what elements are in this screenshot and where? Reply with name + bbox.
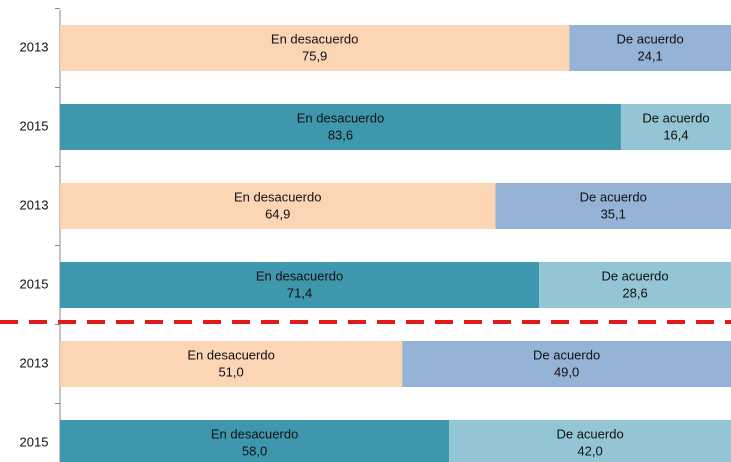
value-label: 16,4 bbox=[663, 127, 688, 142]
value-label: 58,0 bbox=[242, 443, 267, 458]
segment-name: De acuerdo bbox=[617, 31, 684, 46]
bar-segment bbox=[60, 262, 540, 308]
segment-name: De acuerdo bbox=[642, 110, 709, 125]
value-label: 75,9 bbox=[302, 48, 327, 63]
value-label: 51,0 bbox=[218, 364, 243, 379]
y-tick-label: 2013 bbox=[20, 355, 49, 370]
segment-name: En desacuerdo bbox=[211, 426, 298, 441]
segment-name: De acuerdo bbox=[556, 426, 623, 441]
y-tick-label: 2015 bbox=[20, 118, 49, 133]
y-tick-label: 2015 bbox=[20, 434, 49, 449]
segment-name: De acuerdo bbox=[533, 347, 600, 362]
segment-name: En desacuerdo bbox=[271, 31, 358, 46]
segment-name: De acuerdo bbox=[601, 268, 668, 283]
bars: 2013 En desacuerdo 75,9 De acuerdo 24,1 2015 E… bbox=[20, 8, 731, 462]
value-label: 83,6 bbox=[328, 127, 353, 142]
value-label: 42,0 bbox=[577, 443, 602, 458]
bar-segment bbox=[539, 262, 731, 308]
bar-segment bbox=[60, 104, 621, 150]
bar-segment bbox=[402, 341, 731, 387]
bar-segment bbox=[495, 183, 731, 229]
value-label: 49,0 bbox=[554, 364, 579, 379]
y-tick-label: 2015 bbox=[20, 276, 49, 291]
bar-segment bbox=[60, 25, 570, 71]
bar-segment bbox=[620, 104, 731, 150]
segment-name: De acuerdo bbox=[580, 189, 647, 204]
segment-name: En desacuerdo bbox=[297, 110, 384, 125]
y-tick-label: 2013 bbox=[20, 39, 49, 54]
bar-segment bbox=[60, 341, 403, 387]
value-label: 24,1 bbox=[637, 48, 662, 63]
bar-segment bbox=[449, 420, 731, 462]
segment-name: En desacuerdo bbox=[256, 268, 343, 283]
value-label: 28,6 bbox=[622, 285, 647, 300]
bar-segment bbox=[60, 420, 450, 462]
bar-segment bbox=[569, 25, 731, 71]
value-label: 35,1 bbox=[601, 206, 626, 221]
segment-name: En desacuerdo bbox=[187, 347, 274, 362]
value-label: 64,9 bbox=[265, 206, 290, 221]
segment-name: En desacuerdo bbox=[234, 189, 321, 204]
bar-segment bbox=[60, 183, 496, 229]
y-tick-label: 2013 bbox=[20, 197, 49, 212]
value-label: 71,4 bbox=[287, 285, 312, 300]
